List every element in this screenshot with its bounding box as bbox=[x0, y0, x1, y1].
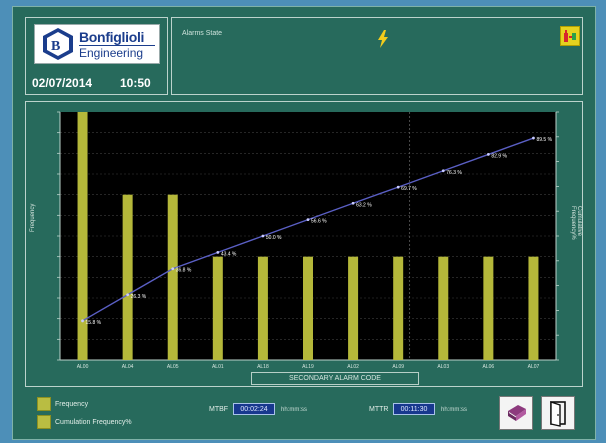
svg-text:B: B bbox=[51, 39, 60, 54]
x-tick-label: AL09 bbox=[392, 364, 404, 370]
exit-door-icon bbox=[550, 401, 566, 427]
cumulative-data-label: 36.8 % bbox=[176, 268, 192, 274]
logo-mark-icon: B bbox=[43, 28, 73, 60]
cumulative-point bbox=[532, 136, 535, 140]
cumulative-point bbox=[216, 250, 220, 254]
legend-frequency-swatch bbox=[37, 397, 51, 411]
bar bbox=[167, 194, 178, 360]
legend-cumulative: Cumulation Frequency% bbox=[37, 415, 132, 429]
x-tick-label: AL02 bbox=[347, 364, 359, 370]
device-status-button[interactable] bbox=[560, 26, 580, 46]
bar bbox=[212, 256, 223, 360]
mttr-value: 00:11:30 bbox=[393, 403, 435, 415]
cumulative-data-label: 82.9 % bbox=[491, 153, 507, 159]
x-tick-label: AL05 bbox=[167, 364, 179, 370]
cumulative-data-label: 15.8 % bbox=[86, 320, 102, 326]
cumulative-data-label: 56.6 % bbox=[311, 219, 327, 225]
bar bbox=[438, 256, 449, 360]
x-tick-label: AL18 bbox=[257, 364, 269, 370]
x-tick-label: AL01 bbox=[212, 364, 224, 370]
book-icon bbox=[508, 405, 526, 421]
time-display: 10:50 bbox=[120, 76, 151, 90]
cumulative-data-label: 43.4 % bbox=[221, 251, 237, 257]
mttr-label: MTTR bbox=[369, 406, 389, 413]
alarm-state-label: Alarms State bbox=[182, 30, 223, 37]
device-status-icon bbox=[564, 30, 576, 42]
mtbf-value: 00:02:24 bbox=[233, 403, 275, 415]
manual-button[interactable] bbox=[499, 396, 533, 430]
cumulative-data-label: 89.5 % bbox=[536, 137, 552, 143]
brand-name: Bonfiglioli bbox=[79, 29, 145, 45]
bar bbox=[303, 256, 313, 360]
legend-frequency-label: Frequency bbox=[55, 400, 89, 408]
bar bbox=[393, 256, 404, 360]
cumulative-point bbox=[351, 201, 355, 205]
pareto-chart-panel: Frequency Cumulative Frequency% AL00 AL04… bbox=[25, 101, 583, 387]
cumulative-data-label: 63.2 % bbox=[356, 202, 372, 208]
alarm-state-panel: Alarms State bbox=[171, 17, 583, 95]
hmi-screen: B Bonfiglioli Engineering 02/07/2014 10:… bbox=[12, 6, 596, 440]
bar bbox=[122, 194, 133, 360]
cumulative-data-label: 26.3 % bbox=[131, 294, 147, 300]
x-tick-label: AL07 bbox=[528, 364, 540, 370]
mttr-unit: hh:mm:ss bbox=[441, 407, 468, 413]
pareto-chart: AL00 AL04 AL05 AL01 AL18 AL19 AL02 AL09 AL03 AL06… bbox=[57, 111, 559, 370]
date-display: 02/07/2014 bbox=[32, 76, 93, 90]
logo-panel: B Bonfiglioli Engineering 02/07/2014 10:… bbox=[25, 17, 168, 95]
x-tick-label: AL03 bbox=[437, 364, 449, 370]
cumulative-point bbox=[126, 293, 130, 297]
legend-cumulative-swatch bbox=[37, 415, 51, 429]
cumulative-point bbox=[171, 267, 175, 271]
x-tick-label: AL04 bbox=[122, 364, 134, 370]
x-axis-title: SECONDARY ALARM CODE bbox=[251, 372, 419, 385]
cumulative-data-label: 69.7 % bbox=[401, 186, 417, 192]
cumulative-point bbox=[81, 319, 84, 323]
bar bbox=[528, 256, 539, 360]
legend-frequency: Frequency bbox=[37, 397, 88, 411]
cumulative-point bbox=[306, 218, 310, 222]
x-tick-label: AL19 bbox=[302, 364, 314, 370]
x-tick-label: AL00 bbox=[77, 364, 89, 370]
company-logo: B Bonfiglioli Engineering bbox=[34, 24, 160, 64]
cumulative-data-label: 76.3 % bbox=[446, 170, 462, 176]
bar bbox=[483, 256, 494, 360]
bar bbox=[77, 112, 88, 360]
cumulative-point bbox=[261, 234, 265, 238]
brand-divider bbox=[79, 45, 155, 46]
x-tick-label: AL06 bbox=[483, 364, 495, 370]
bar bbox=[348, 256, 359, 360]
lightning-icon bbox=[378, 30, 388, 48]
mtbf-unit: hh:mm:ss bbox=[281, 407, 308, 413]
cumulative-point bbox=[441, 169, 445, 173]
cumulative-data-label: 50.0 % bbox=[266, 235, 282, 241]
brand-sub: Engineering bbox=[79, 46, 144, 60]
exit-button[interactable] bbox=[541, 396, 575, 430]
legend-cumulative-label: Cumulation Frequency% bbox=[55, 418, 132, 426]
bar bbox=[257, 256, 268, 360]
cumulative-point bbox=[396, 185, 400, 189]
mtbf-label: MTBF bbox=[209, 406, 229, 413]
cumulative-point bbox=[486, 153, 490, 156]
